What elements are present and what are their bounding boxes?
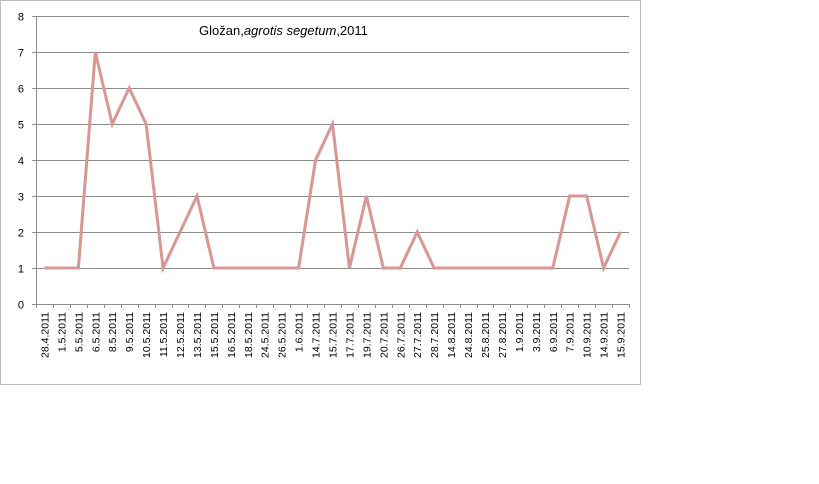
x-tick-label: 20.7.2011	[378, 312, 390, 358]
x-tick-label: 27.8.2011	[497, 312, 509, 358]
y-tick-label: 4	[18, 156, 24, 168]
y-tick-label: 6	[18, 84, 24, 96]
x-tick-label: 18.5.2011	[243, 312, 255, 358]
y-tick-label: 8	[18, 12, 24, 24]
x-tick-label: 11.5.2011	[158, 312, 170, 357]
x-tick-label: 19.7.2011	[361, 312, 373, 358]
y-tick-label: 7	[18, 48, 24, 60]
x-tick-label: 6.5.2011	[90, 312, 102, 352]
x-tick-label: 7.9.2011	[565, 312, 577, 352]
y-tick-label: 2	[18, 228, 24, 240]
x-tick-label: 27.7.2011	[412, 312, 424, 358]
series-layer	[44, 51, 622, 274]
x-tick-label: 28.4.2011	[39, 312, 51, 358]
x-tick-label: 8.5.2011	[107, 312, 119, 352]
x-tick-label: 25.8.2011	[480, 312, 492, 358]
x-tick-label: 10.9.2011	[582, 312, 594, 358]
x-tick-label: 15.5.2011	[209, 312, 221, 358]
x-tick-label: 1.6.2011	[294, 312, 306, 352]
x-tick-label: 1.5.2011	[56, 312, 68, 352]
x-tick-label: 15.9.2011	[616, 312, 628, 358]
x-tick-label: 16.5.2011	[226, 312, 238, 358]
y-tick-label: 0	[18, 300, 24, 312]
x-tick-label: 24.5.2011	[260, 312, 272, 358]
x-tick-label: 5.5.2011	[73, 312, 85, 352]
x-tick-label: 15.7.2011	[328, 312, 340, 358]
x-tick-label: 26.7.2011	[395, 312, 407, 358]
x-tick-label: 14.8.2011	[446, 312, 458, 358]
x-tick-label: 12.5.2011	[175, 312, 187, 358]
y-tick-label: 3	[18, 192, 24, 204]
x-tick-label: 10.5.2011	[141, 312, 153, 358]
x-tick-label: 14.9.2011	[599, 312, 611, 358]
line-chart: 0 1 2 3 4 5 6 7 8 28.4.2011 1.5.2011 5.5.2011 6.5.2…	[18, 12, 630, 358]
x-tick-label: 13.5.2011	[192, 312, 204, 358]
x-tick-label: 3.9.2011	[531, 312, 543, 352]
x-axis-tick-labels: 28.4.2011 1.5.2011 5.5.2011 6.5.2011 8.5.201…	[39, 312, 627, 358]
x-tick-label: 17.7.2011	[344, 312, 356, 358]
x-tick-label: 6.9.2011	[548, 312, 560, 352]
axes	[32, 16, 630, 308]
x-tick-label: 24.8.2011	[463, 312, 475, 358]
x-tick-label: 26.5.2011	[277, 312, 289, 358]
x-tick-label: 1.9.2011	[514, 312, 526, 352]
chart-title: Gložan,agrotis segetum,2011	[199, 23, 368, 38]
y-tick-label: 5	[18, 120, 24, 132]
y-axis-tick-labels: 0 1 2 3 4 5 6 7 8	[18, 12, 24, 312]
gridlines	[36, 16, 629, 269]
x-tick-label: 28.7.2011	[429, 312, 441, 358]
chart-frame: 0 1 2 3 4 5 6 7 8 28.4.2011 1.5.2011 5.5.2011 6.5.2…	[0, 0, 641, 385]
x-tick-label: 9.5.2011	[124, 312, 136, 352]
y-tick-label: 1	[18, 264, 24, 276]
x-tick-label: 14.7.2011	[311, 312, 323, 358]
